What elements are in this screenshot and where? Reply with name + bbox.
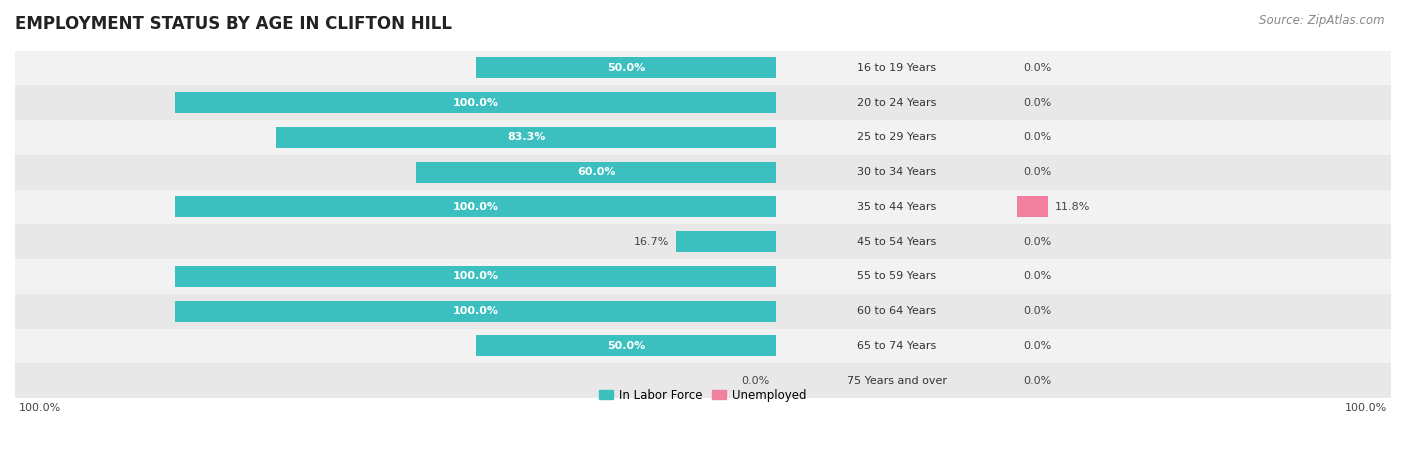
Text: Source: ZipAtlas.com: Source: ZipAtlas.com (1260, 14, 1385, 27)
Text: 0.0%: 0.0% (1024, 376, 1052, 386)
Text: 0.0%: 0.0% (1024, 98, 1052, 108)
Bar (15, 328, 1391, 363)
Text: 75 Years and over: 75 Years and over (846, 376, 946, 386)
Text: 0.0%: 0.0% (741, 376, 770, 386)
Text: 100.0%: 100.0% (20, 404, 62, 414)
Text: 16 to 19 Years: 16 to 19 Years (858, 63, 936, 73)
Bar (1017, 197, 1049, 217)
Text: EMPLOYMENT STATUS BY AGE IN CLIFTON HILL: EMPLOYMENT STATUS BY AGE IN CLIFTON HILL (15, 15, 451, 33)
Text: 0.0%: 0.0% (1024, 272, 1052, 281)
Text: 45 to 54 Years: 45 to 54 Years (858, 237, 936, 247)
Text: 100.0%: 100.0% (453, 202, 499, 212)
Text: 100.0%: 100.0% (453, 272, 499, 281)
Bar (15, 51, 1391, 85)
Text: 30 to 34 Years: 30 to 34 Years (858, 167, 936, 177)
Text: 60 to 64 Years: 60 to 64 Years (858, 306, 936, 316)
Text: 20 to 24 Years: 20 to 24 Years (858, 98, 936, 108)
Bar (416, 162, 776, 183)
Bar (276, 127, 776, 148)
Bar (15, 85, 1391, 120)
Text: 100.0%: 100.0% (453, 98, 499, 108)
Text: 0.0%: 0.0% (1024, 133, 1052, 143)
Legend: In Labor Force, Unemployed: In Labor Force, Unemployed (595, 384, 811, 406)
Bar (176, 301, 776, 322)
Text: 55 to 59 Years: 55 to 59 Years (858, 272, 936, 281)
Text: 0.0%: 0.0% (1024, 306, 1052, 316)
Text: 65 to 74 Years: 65 to 74 Years (858, 341, 936, 351)
Text: 83.3%: 83.3% (508, 133, 546, 143)
Bar (15, 224, 1391, 259)
Bar (15, 363, 1391, 398)
Text: 11.8%: 11.8% (1054, 202, 1091, 212)
Bar (176, 197, 776, 217)
Bar (15, 120, 1391, 155)
Text: 16.7%: 16.7% (634, 237, 669, 247)
Bar (676, 231, 776, 252)
Text: 35 to 44 Years: 35 to 44 Years (858, 202, 936, 212)
Bar (475, 57, 776, 78)
Text: 100.0%: 100.0% (453, 306, 499, 316)
Text: 60.0%: 60.0% (576, 167, 616, 177)
Text: 50.0%: 50.0% (607, 341, 645, 351)
Text: 0.0%: 0.0% (1024, 237, 1052, 247)
Text: 0.0%: 0.0% (1024, 167, 1052, 177)
Text: 50.0%: 50.0% (607, 63, 645, 73)
Bar (15, 189, 1391, 224)
Bar (15, 259, 1391, 294)
Bar (475, 336, 776, 356)
Text: 0.0%: 0.0% (1024, 63, 1052, 73)
Bar (176, 266, 776, 287)
Text: 100.0%: 100.0% (1344, 404, 1386, 414)
Text: 0.0%: 0.0% (1024, 341, 1052, 351)
Bar (15, 294, 1391, 328)
Text: 25 to 29 Years: 25 to 29 Years (858, 133, 936, 143)
Bar (176, 92, 776, 113)
Bar (15, 155, 1391, 189)
